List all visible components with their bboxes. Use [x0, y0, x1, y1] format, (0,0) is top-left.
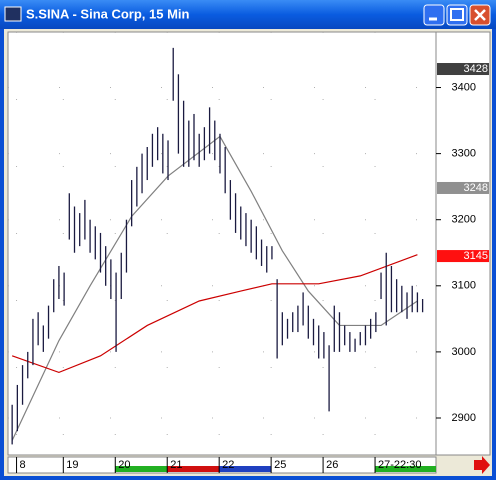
maximize-icon [450, 8, 464, 21]
y-tick-label: 3200 [452, 214, 476, 226]
x-tick-label: 19 [66, 459, 78, 471]
y-tick-label: 3000 [452, 346, 476, 358]
window-buttons[interactable] [423, 4, 491, 26]
y-tick-label: 3100 [452, 280, 476, 292]
price-tag [437, 181, 489, 194]
title-bar [0, 0, 496, 29]
day-strip [115, 466, 168, 472]
moving-average [11, 135, 418, 441]
close-icon [474, 9, 486, 21]
app-icon [4, 6, 22, 22]
window-title: S.SINA - Sina Corp, 15 Min [26, 6, 190, 21]
x-tick-label: 21 [170, 459, 182, 471]
price-tag-label: 3248 [464, 182, 488, 194]
day-strip [375, 466, 436, 472]
price-tag [437, 63, 489, 76]
x-tick-label: 8 [20, 459, 26, 471]
y-tick-label: 3300 [452, 148, 476, 160]
scroll-arrow[interactable] [474, 456, 490, 474]
plot-area [7, 31, 437, 456]
day-strip [63, 466, 116, 472]
day-strip [219, 466, 272, 472]
price-tag-label: 3428 [464, 63, 488, 75]
price-tag [437, 250, 489, 263]
x-tick-label: 26 [326, 459, 338, 471]
day-strip [16, 466, 64, 472]
x-tick-label: 25 [274, 459, 286, 471]
day-strip [167, 466, 220, 472]
x-tick-label: 22 [222, 459, 234, 471]
price-axis [435, 31, 491, 456]
minimize-button[interactable] [423, 4, 445, 26]
y-tick-label: 3400 [452, 81, 476, 93]
y-tick-label: 2900 [452, 412, 476, 424]
day-strip [323, 466, 376, 472]
day-strip [271, 466, 324, 472]
price-tag-label: 3145 [464, 250, 488, 262]
x-tick-label: 27-22:30 [378, 459, 421, 471]
moving-average [11, 254, 418, 374]
x-tick-label: 20 [118, 459, 130, 471]
